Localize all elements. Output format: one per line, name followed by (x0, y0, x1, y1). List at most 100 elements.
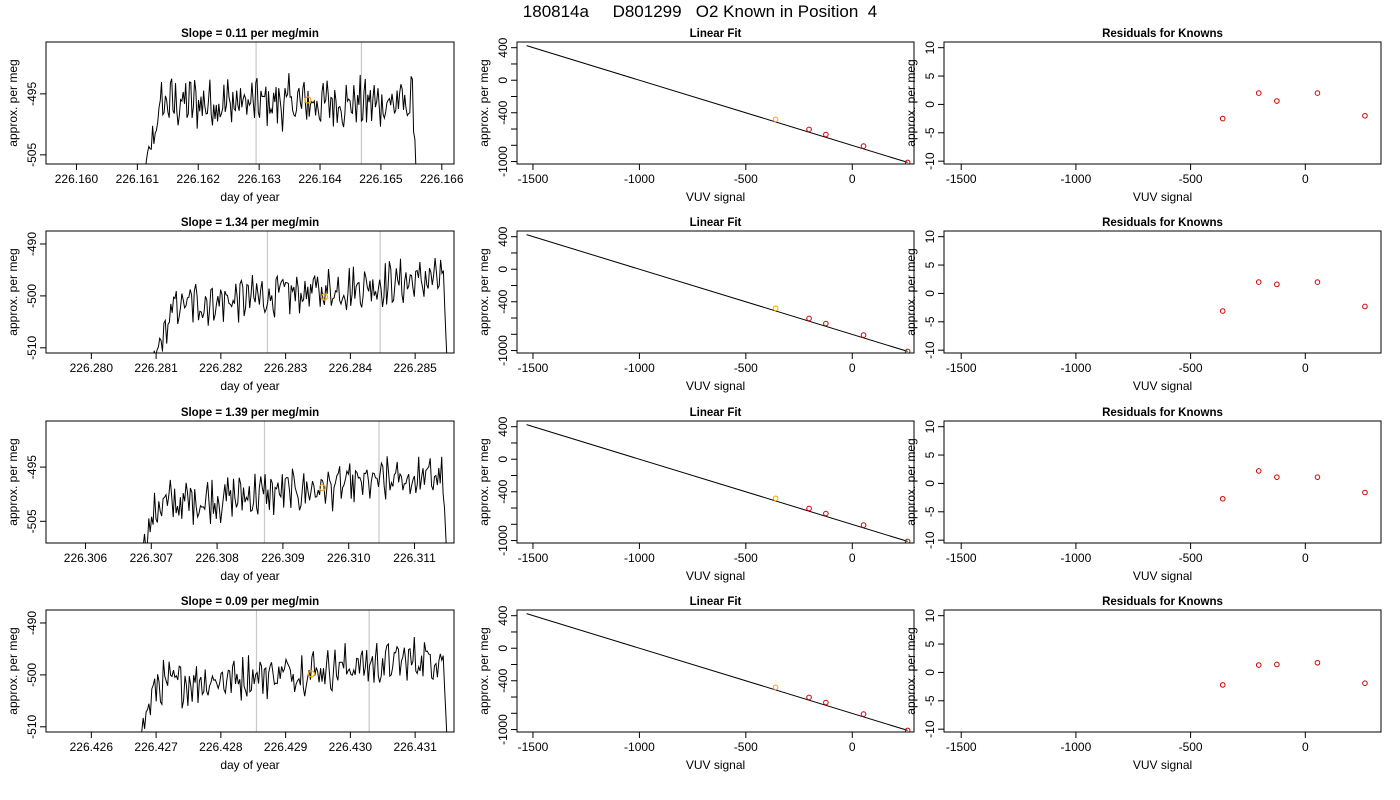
residual-point (1219, 308, 1226, 314)
residual-point (1362, 680, 1368, 687)
plot-area (526, 45, 911, 164)
known-point (823, 131, 829, 138)
panel-title: Residuals for Knowns (1102, 407, 1223, 419)
known-point (823, 320, 829, 327)
y-tick-label: 10 (923, 609, 937, 623)
panel-title: Slope = 1.39 per meg/min (181, 407, 319, 419)
residual-point (1314, 90, 1321, 96)
known-point (806, 315, 812, 322)
y-tick-label: -510 (25, 335, 39, 359)
y-tick-label: -5 (923, 695, 937, 706)
plot-area (143, 421, 447, 543)
y-tick-label: -505 (25, 509, 39, 533)
known-point (904, 538, 911, 543)
y-tick-label: 400 (496, 416, 510, 436)
y-tick-label: -400 (496, 479, 510, 503)
x-tick-label: 226.308 (195, 551, 239, 565)
y-tick-label: 5 (923, 72, 937, 79)
panel-time-row-4: Slope = 0.09 per meg/min 226.426 226.427 22… (6, 596, 455, 772)
plot-frame (943, 420, 1382, 544)
y-tick-label: -400 (496, 100, 510, 124)
x-tick-label: -1000 (1061, 740, 1092, 754)
y-tick-label: 400 (496, 37, 510, 57)
y-tick-label: -5 (923, 127, 937, 138)
x-tick-label: -1000 (624, 740, 655, 754)
x-tick-label: 226.284 (329, 361, 373, 375)
known-point (860, 143, 867, 149)
y-tick-label: 0 (923, 480, 937, 487)
y-tick-label: 10 (923, 230, 937, 244)
x-tick-label: 226.166 (420, 172, 464, 186)
plot-frame (516, 609, 915, 733)
y-tick-label: 5 (923, 261, 937, 268)
y-tick-label: -500 (25, 284, 39, 308)
known-point (806, 126, 812, 133)
residual-point (1362, 489, 1368, 496)
residual-point (1274, 281, 1280, 288)
x-tick-label: -1500 (946, 172, 977, 186)
plot-area (526, 424, 911, 543)
x-tick-label: -1500 (518, 740, 549, 754)
y-tick-label: -495 (25, 455, 39, 479)
y-axis-label: approx. per meg (6, 627, 20, 714)
y-axis-label: approx. per meg (904, 627, 918, 714)
residual-point (1314, 279, 1321, 285)
x-tick-label: -1500 (518, 551, 549, 565)
fit-line (526, 234, 908, 352)
y-tick-label: 10 (923, 41, 937, 55)
panel-residuals-row-1: Residuals for Knowns -1500 -1000 -500 0 VUV s… (904, 28, 1382, 204)
y-tick-label: 400 (496, 605, 510, 625)
y-tick-label: 0 (496, 645, 510, 652)
y-tick-label: 0 (496, 456, 510, 463)
y-tick-label: -400 (496, 289, 510, 313)
y-axis-label: approx. per meg (6, 59, 20, 146)
y-axis-label: approx. per meg (477, 438, 491, 525)
x-axis-label: VUV signal (1133, 190, 1192, 204)
residual-point (1362, 112, 1368, 119)
plot-area (1219, 468, 1368, 502)
plot-area (153, 231, 448, 353)
known-point (772, 495, 779, 502)
plot-frame (45, 609, 455, 733)
plot-frame (943, 230, 1382, 354)
time-series-trace (145, 73, 417, 164)
panel-time-row-3: Slope = 1.39 per meg/min 226.306 226.307 22… (6, 407, 455, 583)
residual-point (1255, 279, 1262, 285)
page-title: 180814a D801299 O2 Known in Position 4 (522, 2, 878, 21)
plot-area (145, 42, 417, 164)
time-series-trace (141, 636, 448, 732)
panel-residuals-row-4: Residuals for Knowns -1500 -1000 -500 0 VUV s… (904, 596, 1382, 772)
plot-frame (45, 230, 455, 354)
y-tick-label: -490 (25, 611, 39, 635)
x-tick-label: 0 (1302, 551, 1309, 565)
x-axis-label: day of year (220, 569, 279, 583)
x-tick-label: 226.426 (70, 740, 114, 754)
x-tick-label: 226.280 (70, 361, 114, 375)
panel-time-row-1: Slope = 0.11 per meg/min 226.160 226.161 22… (6, 28, 464, 204)
x-tick-label: -1500 (946, 551, 977, 565)
x-tick-label: -1500 (946, 740, 977, 754)
x-tick-label: 226.164 (298, 172, 342, 186)
y-tick-label: -10 (923, 152, 937, 170)
panel-fit-row-2: Linear Fit -1500 -1000 -500 0 VUV signal 400 0 -… (477, 217, 915, 393)
panel-title: Slope = 1.34 per meg/min (181, 217, 319, 229)
x-tick-label: -500 (1179, 551, 1203, 565)
x-tick-label: 226.283 (264, 361, 308, 375)
known-point (904, 727, 911, 732)
x-tick-label: 0 (1302, 172, 1309, 186)
y-tick-label: -10 (923, 720, 937, 738)
y-tick-label: -1000 (496, 714, 510, 745)
fit-line (526, 45, 908, 163)
y-axis-label: approx. per meg (6, 438, 20, 525)
residual-point (1274, 661, 1280, 668)
known-point (806, 694, 812, 701)
plot-area (1219, 90, 1368, 122)
y-tick-label: 400 (496, 226, 510, 246)
panel-title: Slope = 0.11 per meg/min (181, 28, 319, 40)
x-tick-label: 0 (849, 361, 856, 375)
panel-title: Linear Fit (690, 596, 742, 608)
y-tick-label: 5 (923, 451, 937, 458)
y-axis-label: approx. per meg (6, 248, 20, 335)
y-tick-label: -5 (923, 316, 937, 327)
highlight-marker (307, 670, 316, 678)
